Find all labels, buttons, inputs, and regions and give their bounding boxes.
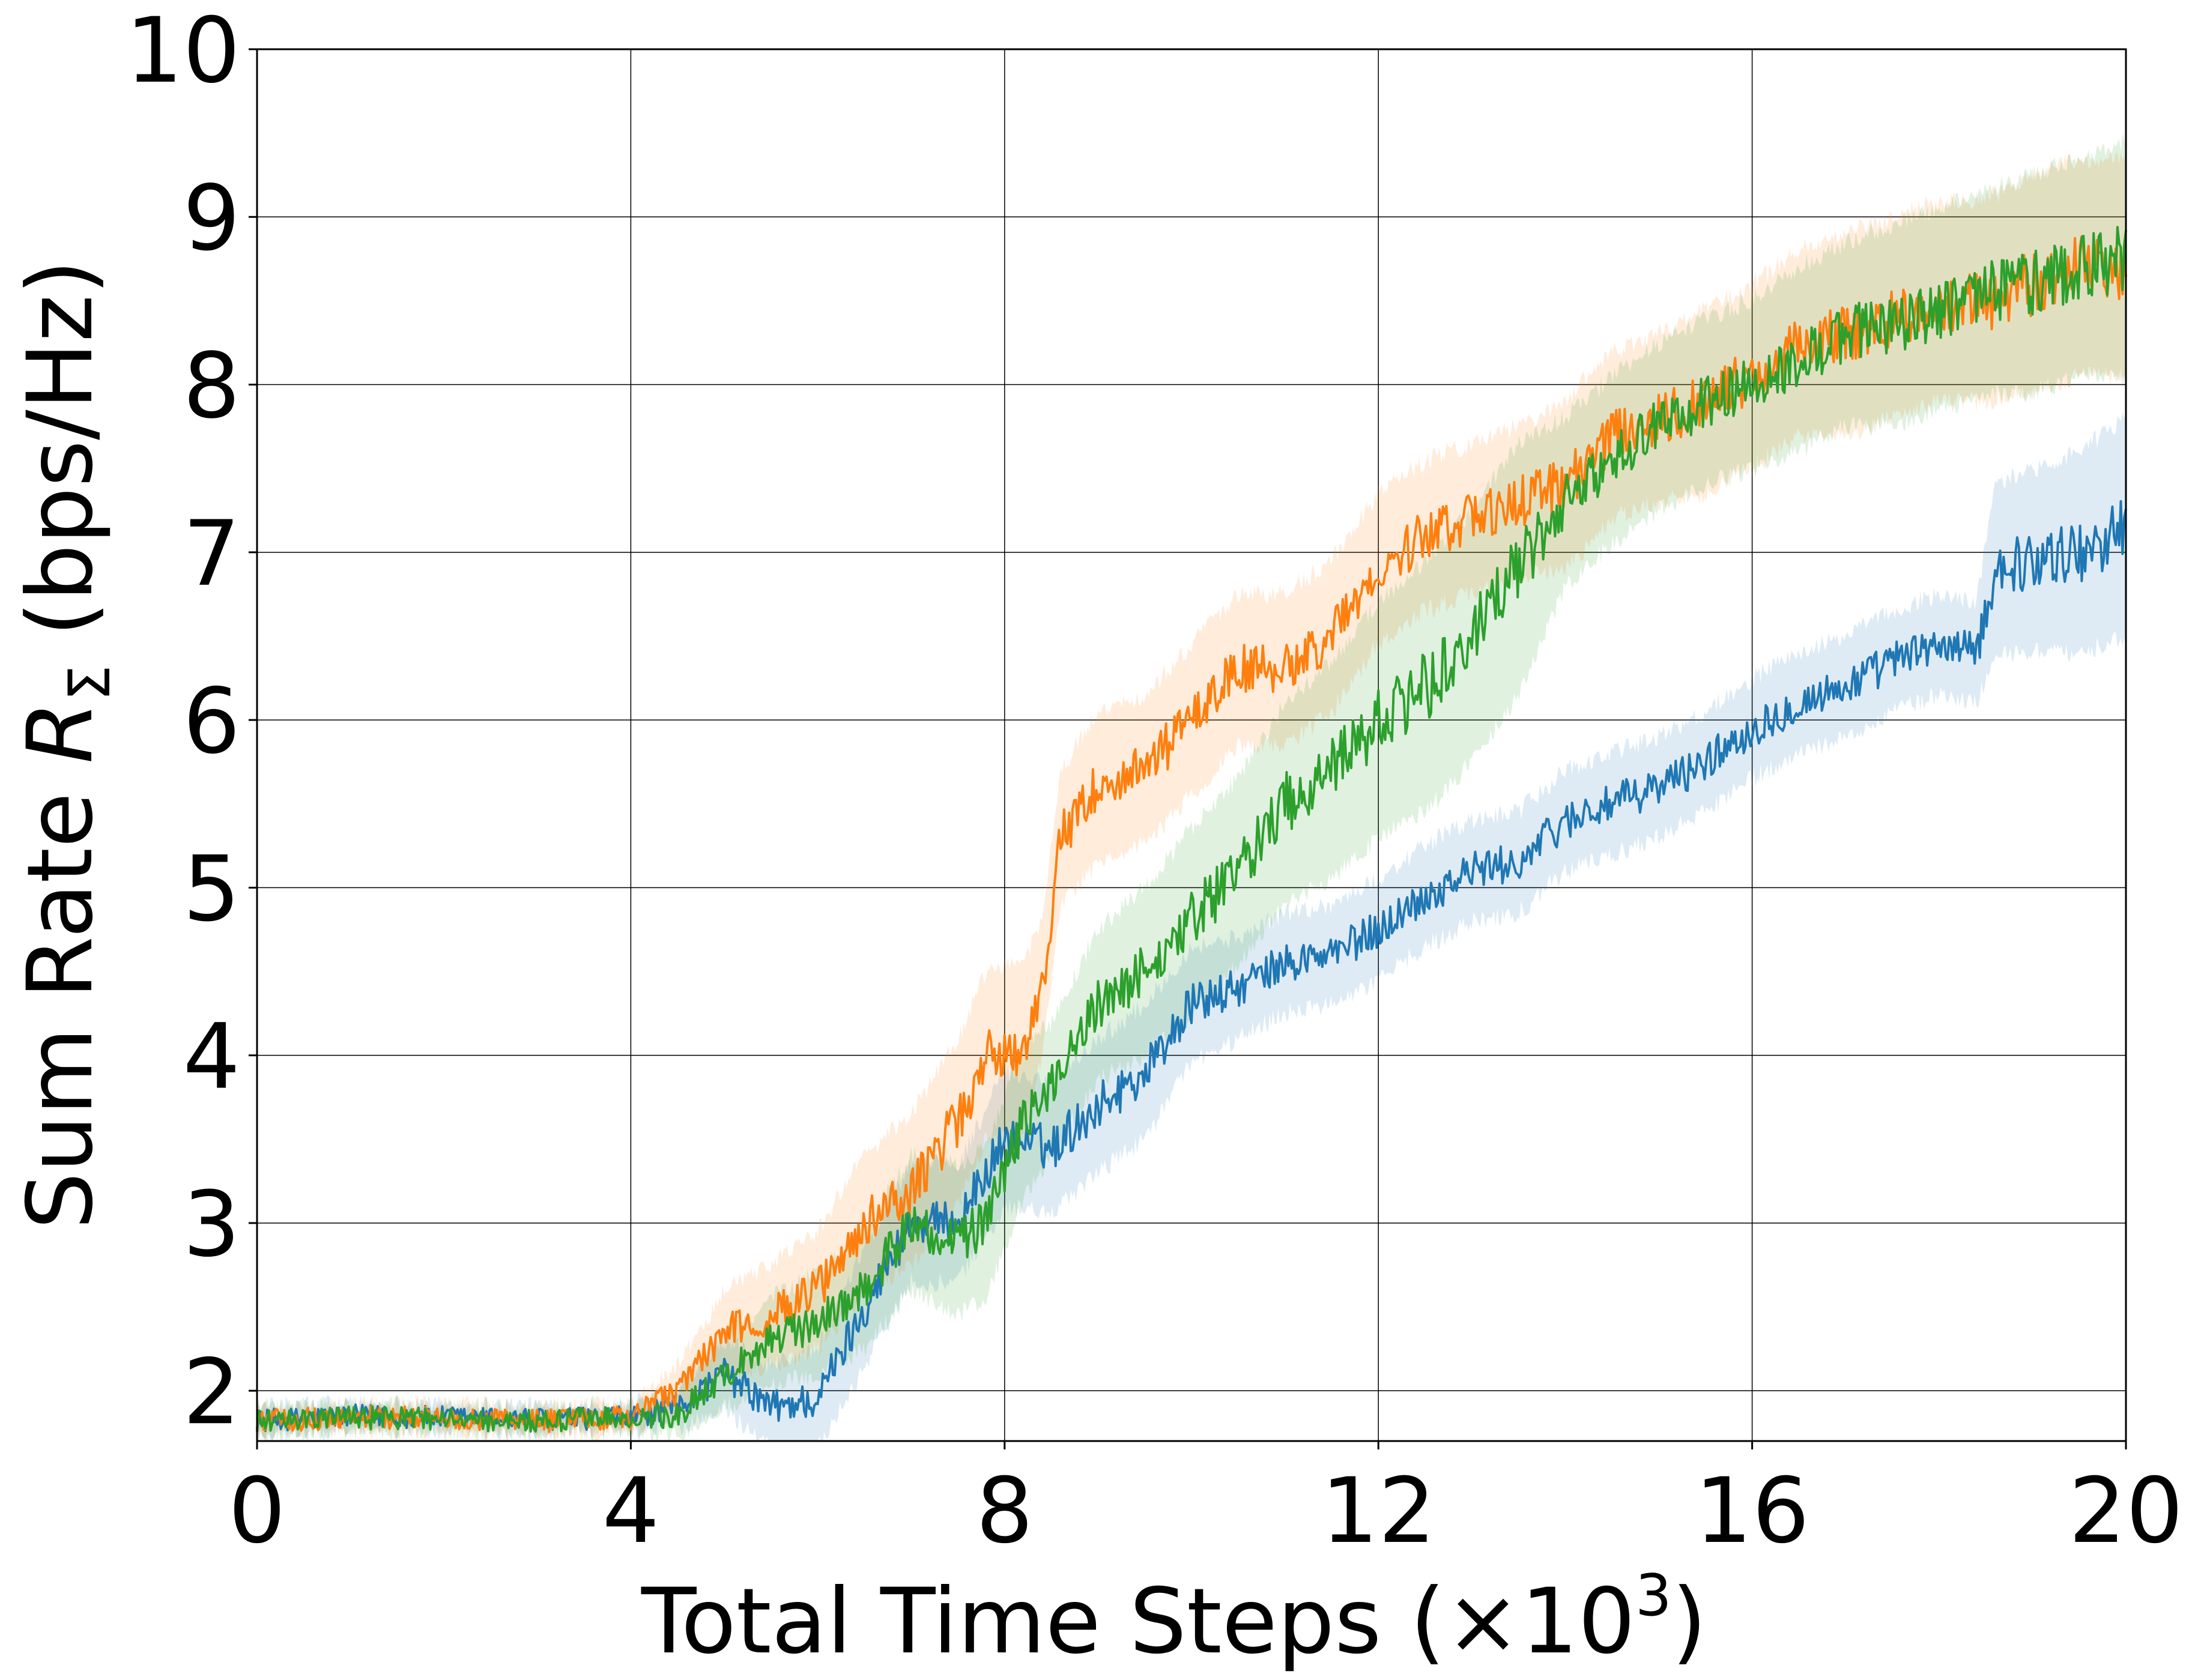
y-tick-label: 10 — [126, 0, 240, 103]
y-axis-label: Sum Rate RΣ (bps/Hz) — [8, 259, 123, 1229]
series-line — [256, 226, 2127, 1433]
x-tick-label: 4 — [602, 1459, 659, 1564]
y-axis-label-post: (bps/Hz) — [8, 259, 113, 665]
x-tick-label: 20 — [2069, 1459, 2184, 1564]
x-axis-label-main: Total Time Steps (×10 — [641, 1570, 1635, 1674]
y-axis-label-subscript: Σ — [57, 665, 123, 701]
y-axis-label-pre: Sum Rate — [8, 764, 113, 1230]
plot-frame — [256, 48, 2127, 1442]
y-tick-label: 2 — [183, 1340, 240, 1445]
y-tick-label: 9 — [183, 166, 240, 271]
x-tick-label: 8 — [976, 1459, 1033, 1564]
x-tick-label: 12 — [1321, 1459, 1436, 1564]
y-tick-label: 8 — [183, 334, 240, 439]
x-axis-label-close: ) — [1672, 1570, 1707, 1674]
y-tick-label: 5 — [183, 837, 240, 941]
x-tick-label: 0 — [228, 1459, 285, 1564]
y-axis-label-variable: R — [8, 701, 113, 764]
ticks: 0 4 8 12 16 20 2 3 4 5 6 7 8 9 10 — [126, 0, 2183, 1564]
y-tick-label: 7 — [183, 502, 240, 606]
x-axis-label: Total Time Steps (×103) — [641, 1563, 1707, 1674]
series-lines — [256, 226, 2127, 1433]
confidence-bands — [257, 133, 2126, 1442]
x-tick-label: 16 — [1695, 1459, 1809, 1564]
y-tick-label: 3 — [183, 1173, 240, 1277]
y-tick-label: 4 — [183, 1005, 240, 1110]
confidence-band — [257, 150, 2126, 1441]
x-axis-label-superscript: 3 — [1635, 1563, 1671, 1629]
y-tick-label: 6 — [183, 669, 240, 774]
confidence-band — [257, 133, 2126, 1441]
